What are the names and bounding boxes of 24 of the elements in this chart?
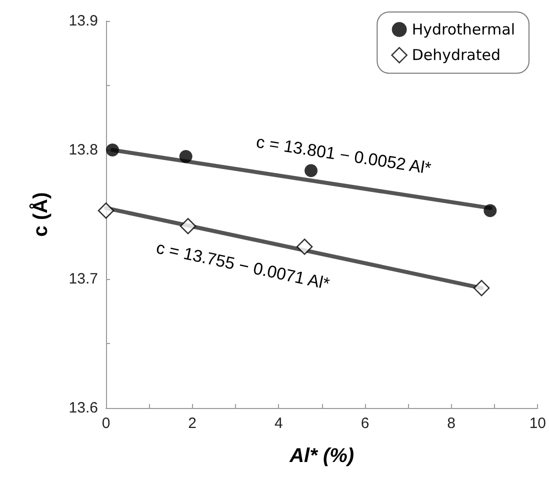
y-tick-label: 13.9	[68, 12, 98, 30]
x-tick-label: 0	[102, 415, 110, 432]
point	[304, 164, 318, 178]
y-axis-title: c (Å)	[29, 192, 52, 237]
point	[473, 280, 490, 296]
point	[484, 204, 497, 218]
point	[296, 238, 313, 255]
y-tick-label: 13.6	[68, 400, 98, 416]
x-tick-label: 10	[529, 415, 546, 432]
legend-label: Dehydrated	[412, 46, 501, 64]
x-tick-label: 8	[447, 415, 456, 432]
point	[180, 218, 196, 234]
y-tick-label: 13.8	[68, 142, 98, 158]
x-axis-title: Al* (%)	[288, 445, 354, 467]
y-tick-label: 13.7	[68, 270, 98, 288]
x-tick-label: 4	[274, 415, 283, 432]
point	[106, 144, 119, 156]
annotation: c = 13.755 − 0.0071 Al*	[154, 238, 332, 294]
annotation: c = 13.801 − 0.0052 Al*	[254, 132, 433, 178]
x-tick-label: 6	[360, 415, 370, 432]
point	[179, 150, 192, 163]
legend-label: Hydrothermal	[412, 20, 516, 38]
x-tick-label: 2	[188, 415, 197, 432]
point	[98, 202, 114, 219]
